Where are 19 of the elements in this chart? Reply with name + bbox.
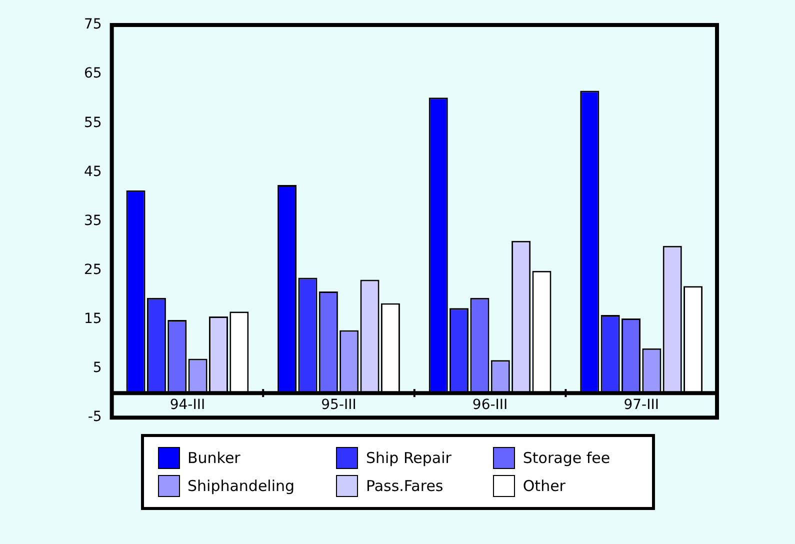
x-tick-label: 94-III — [170, 396, 206, 413]
x-tick-label: 97-III — [624, 396, 659, 413]
legend-label: Storage fee — [522, 449, 610, 467]
y-tick-label: 35 — [84, 212, 102, 229]
legend-label: Ship Repair — [366, 449, 452, 467]
y-tick-label: 75 — [84, 16, 102, 33]
x-tick-label: 95-III — [321, 396, 356, 413]
legend-label: Bunker — [188, 449, 240, 467]
y-tick-label: 15 — [84, 311, 102, 328]
y-tick-label: 45 — [84, 164, 102, 180]
y-tick-label: 5 — [92, 360, 102, 376]
legend-label: Other — [522, 477, 566, 495]
y-tick-label: 55 — [84, 114, 102, 131]
y-tick-label: -5 — [88, 409, 102, 426]
y-tick-label: 65 — [84, 66, 102, 82]
x-tick-label: 96-III — [472, 396, 508, 413]
y-tick-label: 25 — [84, 262, 102, 278]
legend-label: Pass.Fares — [366, 477, 444, 495]
legend-label: Shiphandeling — [188, 477, 295, 495]
